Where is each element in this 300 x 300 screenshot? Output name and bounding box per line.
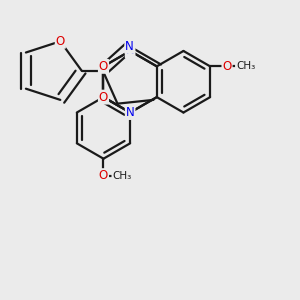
Text: CH₃: CH₃ <box>112 171 132 181</box>
Text: CH₃: CH₃ <box>236 61 255 71</box>
Text: N: N <box>126 44 134 58</box>
Text: O: O <box>222 60 232 73</box>
Text: O: O <box>99 169 108 182</box>
Text: N: N <box>126 106 134 119</box>
Text: N: N <box>125 40 134 53</box>
Text: O: O <box>99 60 108 73</box>
Text: O: O <box>99 91 108 103</box>
Text: O: O <box>56 35 65 48</box>
